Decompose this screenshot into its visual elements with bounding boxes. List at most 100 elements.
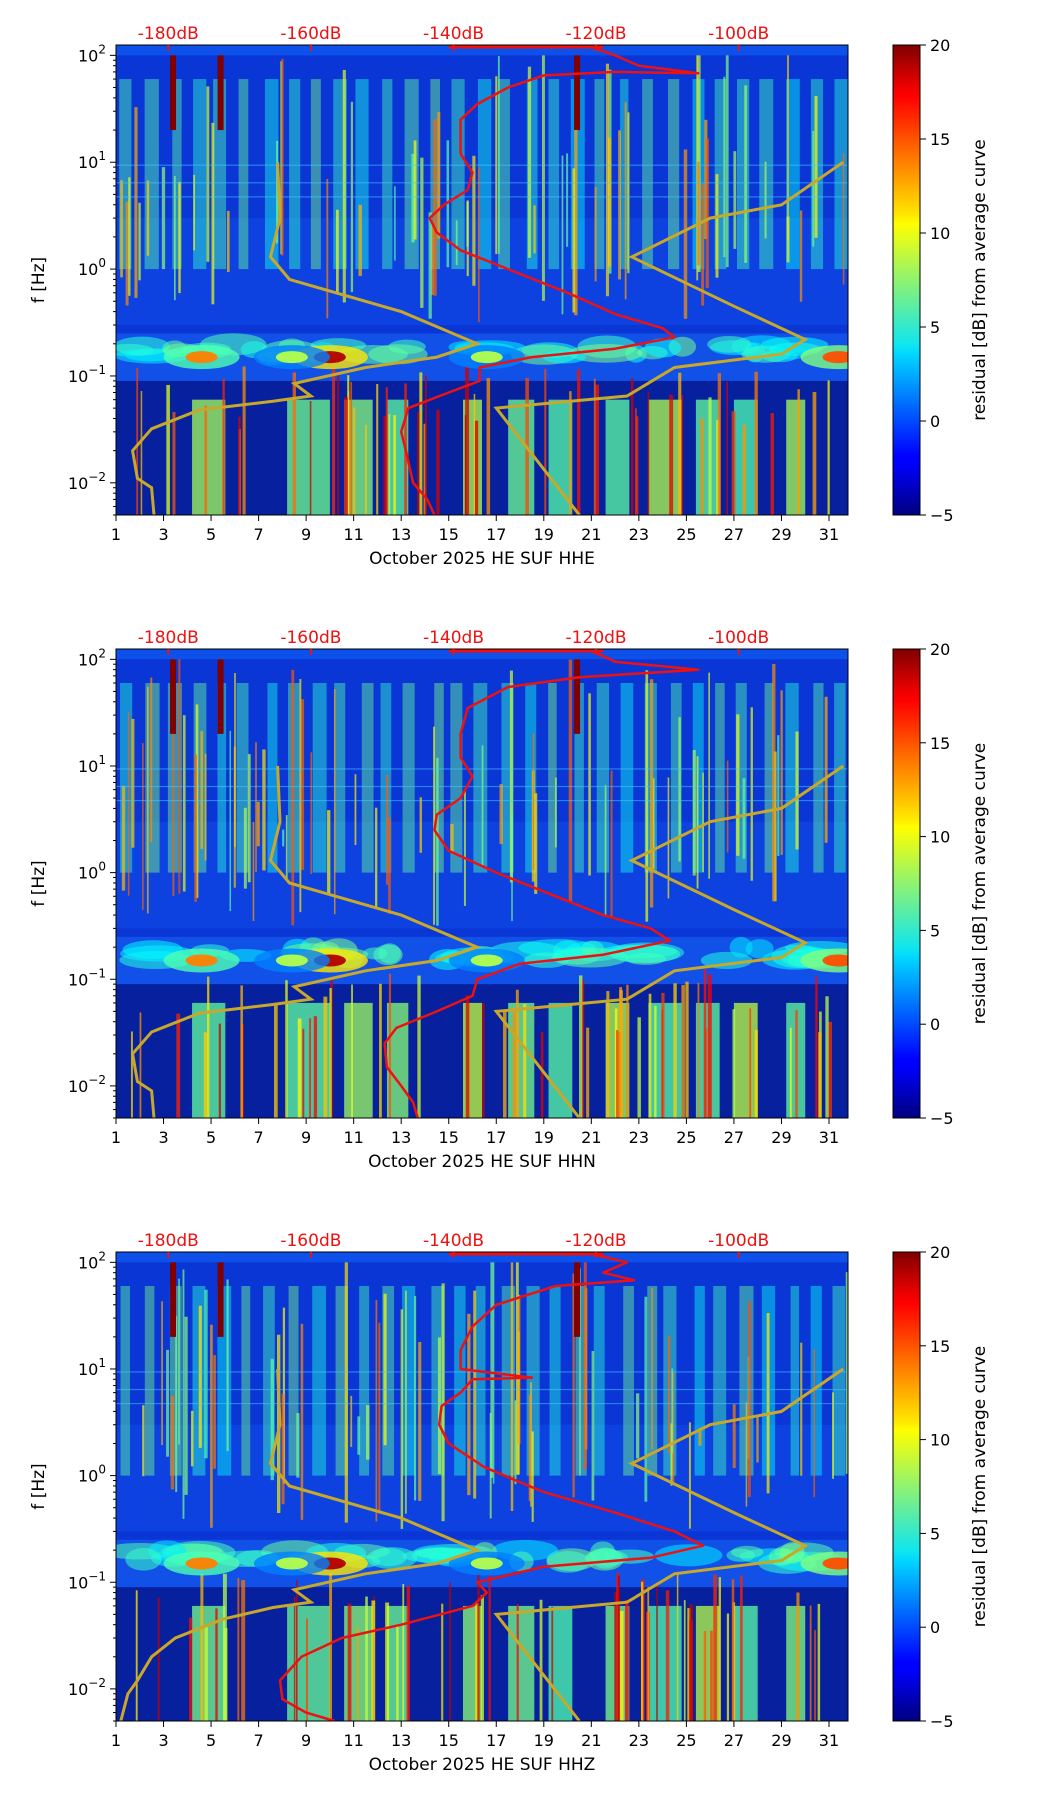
heatmap-hline xyxy=(116,799,848,802)
colorbar-tick-label: 0 xyxy=(930,1015,940,1034)
heatmap-column xyxy=(312,1285,326,1476)
heatmap-streak xyxy=(610,770,613,918)
x-tick-label: 27 xyxy=(724,525,744,544)
heatmap-streak xyxy=(533,205,536,254)
heatmap-spike xyxy=(516,1603,519,1721)
heatmap-spike xyxy=(293,1596,296,1721)
heatmap-streak xyxy=(326,178,329,319)
heatmap-streak xyxy=(120,180,123,278)
x-axis-title: October 2025 HE SUF HHZ xyxy=(369,1755,596,1775)
x-tick-label: 13 xyxy=(391,1128,411,1147)
heatmap-blob xyxy=(644,338,682,358)
heatmap-spike xyxy=(707,974,712,1118)
heatmap-streak xyxy=(514,1400,517,1485)
heatmap-column xyxy=(620,682,634,873)
heatmap-spike xyxy=(732,1009,736,1118)
heatmap-streak xyxy=(756,1417,759,1463)
heatmap-streak xyxy=(281,1393,285,1505)
colorbar-tick-label: −5 xyxy=(930,1109,954,1128)
heatmap-streak xyxy=(672,1371,675,1483)
heatmap-spike xyxy=(176,1013,181,1118)
heatmap-spike xyxy=(754,371,758,515)
heatmap-column xyxy=(289,79,301,270)
heatmap-spike xyxy=(797,389,800,515)
heatmap-streak xyxy=(697,161,700,266)
heatmap-spike xyxy=(441,1603,444,1721)
x-tick-label: 5 xyxy=(206,1731,216,1750)
heatmap-streak xyxy=(310,752,313,875)
heatmap-column xyxy=(145,682,160,873)
heatmap-spike xyxy=(475,1603,480,1721)
heatmap-streak xyxy=(832,1392,834,1479)
noise-model-curve-low xyxy=(131,162,482,515)
heatmap-streak xyxy=(733,151,737,249)
heatmap-streak xyxy=(204,753,207,861)
heatmap-streak xyxy=(450,823,454,852)
heatmap-streak xyxy=(732,1404,736,1468)
heatmap-spike xyxy=(717,373,722,515)
heatmap-blob xyxy=(362,947,388,960)
heatmap-streak xyxy=(194,754,198,902)
heatmap-column xyxy=(785,682,799,873)
heatmap-hotspot xyxy=(275,954,308,967)
heatmap-streak xyxy=(744,85,748,263)
heatmap-streak xyxy=(281,58,284,256)
average-psd-curve xyxy=(399,45,700,515)
heatmap-spike xyxy=(464,415,467,515)
db-scale-label: -120dB xyxy=(566,24,627,44)
heatmap-spike xyxy=(357,1626,359,1721)
x-tick-label: 5 xyxy=(206,525,216,544)
heatmap-streak xyxy=(696,756,699,889)
y-axis-title: f [Hz] xyxy=(29,1463,49,1509)
heatmap-streak xyxy=(467,1313,471,1496)
heatmap-spike xyxy=(647,392,650,515)
heatmap-spike xyxy=(203,1032,208,1118)
heatmap-streak xyxy=(532,733,535,871)
heatmap-spike xyxy=(636,416,639,515)
heatmap-spike xyxy=(477,1572,480,1721)
x-tick-label: 9 xyxy=(301,1731,311,1750)
colorbar-tick-label: 20 xyxy=(930,1243,950,1262)
heatmap-spike xyxy=(685,981,689,1118)
heatmap-streak xyxy=(747,1301,751,1498)
heatmap-streak xyxy=(411,153,415,243)
heatmap-spike xyxy=(292,372,296,515)
heatmap-streak xyxy=(366,1404,370,1460)
heatmap-spike xyxy=(135,1590,138,1721)
colorbar-tick-label: 5 xyxy=(930,318,940,337)
heatmap-streak xyxy=(607,137,612,267)
heatmap-column xyxy=(355,79,369,270)
x-tick-label: 23 xyxy=(629,525,649,544)
heatmap-column xyxy=(361,682,374,873)
heatmap-streak xyxy=(204,1289,208,1459)
heatmap-column xyxy=(508,1002,535,1118)
heatmap-streak xyxy=(583,1260,587,1470)
heatmap-streak xyxy=(125,201,129,306)
heatmap-streak xyxy=(178,1278,180,1445)
x-tick-label: 7 xyxy=(254,525,264,544)
heatmap-spike xyxy=(647,1586,650,1721)
heatmap-spike xyxy=(710,1630,713,1721)
heatmap-streak xyxy=(588,693,591,876)
heatmap-column xyxy=(312,682,327,873)
x-tick-label: 21 xyxy=(581,1128,601,1147)
heatmap-spike xyxy=(388,973,392,1118)
y-tick-label: 102 xyxy=(78,646,106,669)
heatmap-column xyxy=(786,399,806,515)
x-tick-label: 1 xyxy=(111,1731,121,1750)
heatmap-column xyxy=(548,1002,573,1118)
heatmap-blob xyxy=(116,336,170,356)
x-axis-title: October 2025 HE SUF HHN xyxy=(368,1152,596,1172)
heatmap-spike xyxy=(396,1624,399,1721)
heatmap-hotspot xyxy=(822,351,848,364)
heatmap-spike xyxy=(238,416,241,515)
heatmap-spike xyxy=(661,1009,664,1118)
heatmap-spike xyxy=(200,1573,204,1721)
heatmap-spike xyxy=(815,976,818,1118)
heatmap-column xyxy=(264,79,279,270)
heatmap-column xyxy=(526,79,538,270)
y-tick-label: 101 xyxy=(78,149,106,172)
heatmap-streak xyxy=(400,1309,404,1529)
heatmap-streak xyxy=(172,662,175,897)
heatmap-column xyxy=(192,399,226,515)
